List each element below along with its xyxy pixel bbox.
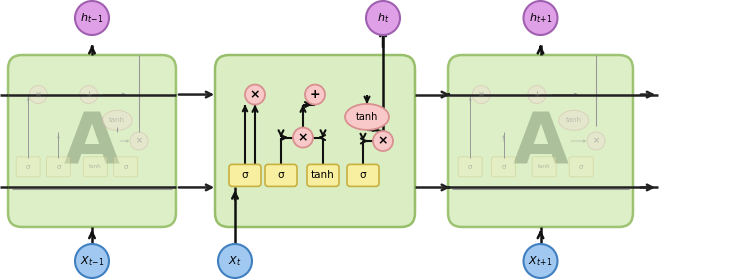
Text: tanh: tanh	[356, 112, 378, 122]
Circle shape	[587, 132, 605, 150]
Ellipse shape	[345, 104, 389, 130]
FancyBboxPatch shape	[448, 55, 633, 227]
FancyBboxPatch shape	[307, 164, 339, 186]
Text: $h_{t}$: $h_{t}$	[377, 11, 389, 25]
FancyBboxPatch shape	[347, 164, 379, 186]
Text: ×: ×	[377, 134, 389, 148]
Text: σ: σ	[26, 164, 30, 170]
Text: tanh: tanh	[566, 117, 582, 123]
Text: σ: σ	[242, 170, 249, 181]
FancyBboxPatch shape	[215, 55, 415, 227]
Circle shape	[366, 1, 400, 35]
FancyBboxPatch shape	[47, 157, 70, 177]
Circle shape	[80, 86, 98, 104]
FancyBboxPatch shape	[229, 164, 261, 186]
Circle shape	[218, 244, 252, 278]
Text: $h_{t\!-\!1}$: $h_{t\!-\!1}$	[81, 11, 104, 25]
Text: A: A	[513, 110, 568, 179]
Text: +: +	[534, 90, 540, 99]
Circle shape	[75, 244, 109, 278]
Text: ×: ×	[35, 90, 41, 99]
Text: σ: σ	[56, 164, 61, 170]
FancyBboxPatch shape	[569, 157, 593, 177]
Ellipse shape	[102, 110, 132, 130]
Text: A: A	[64, 110, 120, 179]
FancyBboxPatch shape	[84, 157, 107, 177]
Text: ×: ×	[593, 136, 599, 146]
Circle shape	[30, 86, 47, 104]
Text: $X_{t\!-\!1}$: $X_{t\!-\!1}$	[80, 254, 104, 268]
Text: tanh: tanh	[311, 170, 335, 181]
Text: ×: ×	[297, 131, 309, 144]
Text: $X_{t\!+\!1}$: $X_{t\!+\!1}$	[528, 254, 553, 268]
Circle shape	[305, 85, 325, 105]
Circle shape	[528, 86, 546, 104]
Text: σ: σ	[124, 164, 128, 170]
FancyBboxPatch shape	[16, 157, 40, 177]
Ellipse shape	[559, 110, 589, 130]
Circle shape	[373, 131, 393, 151]
FancyBboxPatch shape	[114, 157, 138, 177]
Text: $X_{t}$: $X_{t}$	[229, 254, 242, 268]
Text: σ: σ	[468, 164, 472, 170]
Circle shape	[293, 128, 313, 148]
Text: tanh: tanh	[110, 117, 125, 123]
FancyBboxPatch shape	[8, 55, 176, 227]
Circle shape	[245, 85, 265, 105]
Text: σ: σ	[278, 170, 284, 181]
Text: tanh: tanh	[538, 164, 551, 169]
FancyBboxPatch shape	[491, 157, 516, 177]
FancyBboxPatch shape	[458, 157, 482, 177]
Text: +: +	[85, 90, 92, 99]
Text: $h_{t\!+\!1}$: $h_{t\!+\!1}$	[529, 11, 552, 25]
Text: σ: σ	[579, 164, 583, 170]
Text: +: +	[309, 88, 320, 101]
Circle shape	[130, 132, 148, 150]
Text: ×: ×	[478, 90, 485, 99]
Text: ×: ×	[250, 88, 260, 101]
Circle shape	[75, 1, 109, 35]
Circle shape	[523, 244, 557, 278]
FancyBboxPatch shape	[532, 157, 556, 177]
Text: tanh: tanh	[89, 164, 101, 169]
Text: σ: σ	[501, 164, 505, 170]
Circle shape	[523, 1, 557, 35]
Text: σ: σ	[360, 170, 366, 181]
Circle shape	[472, 86, 491, 104]
Text: ×: ×	[135, 136, 143, 146]
FancyBboxPatch shape	[265, 164, 297, 186]
